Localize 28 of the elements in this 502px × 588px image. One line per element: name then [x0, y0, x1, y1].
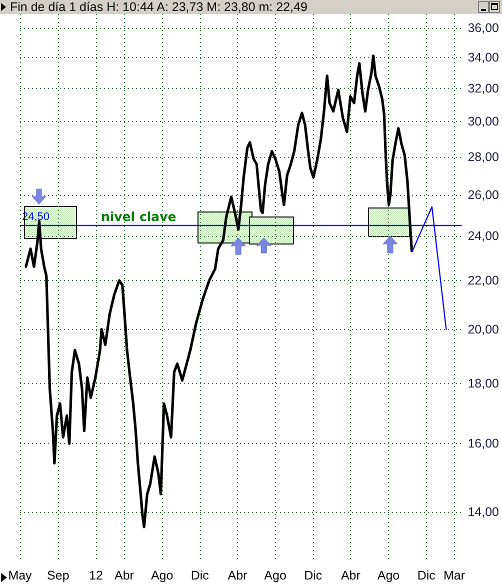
x-tick-label: Abr: [228, 568, 248, 582]
x-tick-label: 12: [89, 568, 103, 582]
y-tick-label: 14,00: [468, 505, 500, 520]
annotation: nivel clave: [101, 209, 176, 224]
x-tick-label: Abr: [340, 568, 360, 582]
y-tick-label: 24,00: [468, 228, 500, 243]
x-tick-label: Dic: [190, 568, 209, 582]
y-tick-label: 26,00: [468, 188, 500, 202]
x-tick-label: Dic: [417, 568, 436, 582]
y-tick-label: 34,00: [468, 50, 500, 64]
x-tick-label: Dic: [304, 568, 322, 582]
y-tick-label: 36,00: [468, 21, 500, 36]
x-tick-label: Abr: [114, 568, 134, 582]
y-tick-label: 16,00: [468, 436, 500, 451]
x-tick-label: Sep: [47, 568, 70, 582]
line-series: [24, 54, 414, 528]
x-tick-label: Ago: [264, 568, 286, 582]
y-tick-label: 22,00: [468, 273, 500, 288]
chart-title: Fin de día 1 días H: 10:44 A: 23,73 M: 23,80 m: 22,49: [10, 0, 308, 14]
y-tick-label: 18,00: [468, 376, 500, 390]
y-tick-label: 30,00: [468, 114, 500, 128]
y-tick-label: 32,00: [468, 81, 500, 96]
y-tick-label: 28,00: [468, 150, 500, 164]
x-tick-label: Mar: [444, 568, 466, 582]
x-tick-label: Ago: [377, 568, 400, 582]
y-tick-label: 20,00: [468, 322, 500, 336]
x-tick-label: May: [8, 568, 33, 582]
x-tick-label: Ago: [150, 568, 174, 582]
